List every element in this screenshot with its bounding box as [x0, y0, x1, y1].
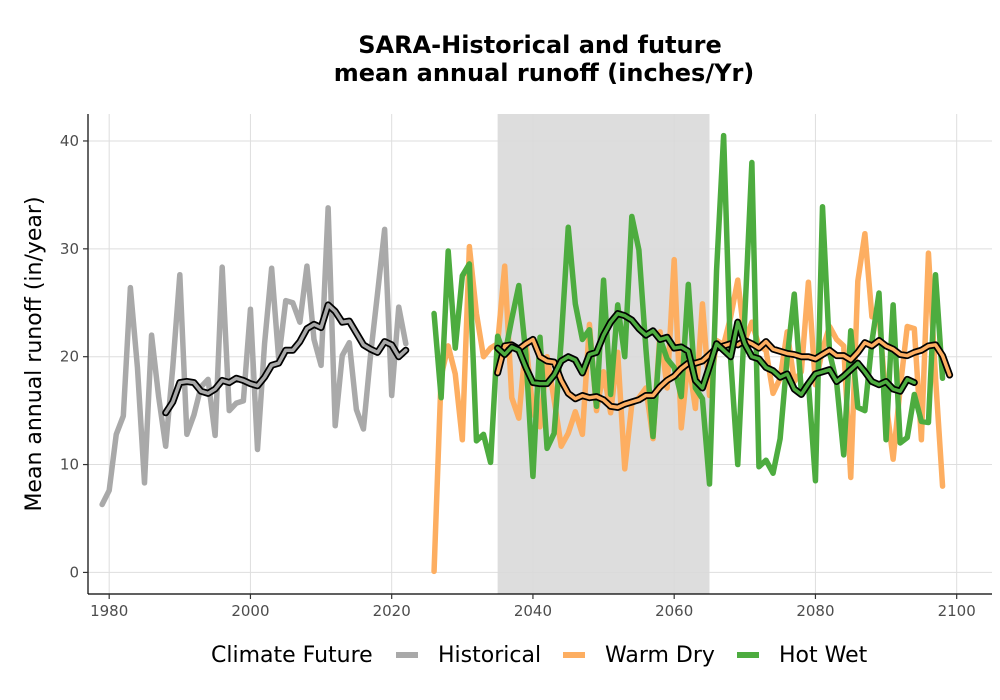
- chart-subtitle: mean annual runoff (inches/Yr): [334, 59, 755, 87]
- y-tick-label: 0: [69, 563, 79, 581]
- x-tick-label: 2000: [231, 602, 269, 620]
- legend-label-hot-wet: Hot Wet: [779, 643, 868, 668]
- y-tick-label: 20: [60, 348, 79, 366]
- x-tick-label: 1980: [90, 602, 128, 620]
- x-tick-label: 2080: [796, 602, 834, 620]
- y-axis-title: Mean annual runoff (in/year): [22, 196, 47, 511]
- x-tick-label: 2020: [373, 602, 411, 620]
- series-line-hot-wet: [431, 132, 946, 487]
- smoothed-core: [495, 311, 917, 397]
- smoothed-core: [163, 303, 408, 415]
- smoothed-line-hot-wet: [494, 310, 918, 398]
- legend: Climate Future Historical Warm Dry Hot W…: [211, 643, 868, 668]
- legend-title: Climate Future: [211, 643, 373, 668]
- x-tick-label: 2100: [938, 602, 976, 620]
- y-tick-label: 30: [60, 240, 79, 258]
- legend-label-warm-dry: Warm Dry: [605, 643, 715, 668]
- legend-label-historical: Historical: [438, 643, 541, 668]
- x-tick-label: 2060: [655, 602, 693, 620]
- y-tick-label: 10: [60, 456, 79, 474]
- y-tick-label: 40: [60, 132, 79, 150]
- series-line-historical: [99, 205, 409, 508]
- series-layer: [99, 132, 954, 575]
- axes: 1980 2000 2020 2040 2060 2080 2100 0 10 20 30 40: [60, 114, 992, 620]
- shaded-period: [497, 114, 710, 594]
- chart-title: SARA-Historical and future: [358, 31, 722, 59]
- x-tick-label: 2040: [514, 602, 552, 620]
- smoothed-line-historical: [162, 301, 410, 417]
